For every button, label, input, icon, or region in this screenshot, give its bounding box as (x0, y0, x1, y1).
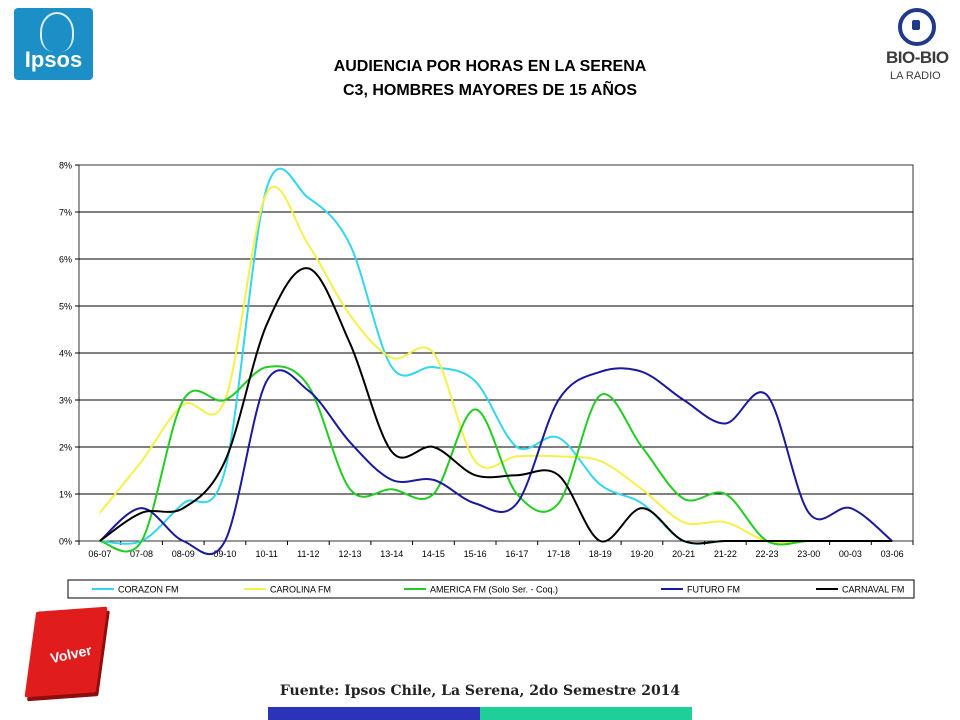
y-tick-label: 2% (59, 443, 72, 453)
ipsos-logo-text: Ipsos (24, 47, 83, 72)
series-line-futuro-fm (99, 367, 893, 556)
x-tick-label: 10-11 (255, 549, 277, 559)
y-tick-label: 0% (59, 537, 72, 547)
source-note: Fuente: Ipsos Chile, La Serena, 2do Seme… (279, 683, 681, 699)
biobio-logo-subtext: LA RADIO (890, 70, 941, 82)
x-tick-label: 00-03 (839, 549, 862, 559)
x-tick-label: 08-09 (172, 549, 195, 559)
legend-label: AMERICA FM (Solo Ser. - Coq.) (430, 585, 558, 595)
x-tick-label: 20-21 (672, 549, 695, 559)
series-line-america-fm-solo-ser-coq (99, 365, 893, 553)
biobio-logo: BIO-BIO LA RADIO (880, 6, 954, 98)
legend-label: CORAZON FM (118, 585, 179, 595)
volver-button[interactable]: Volver (22, 606, 114, 702)
y-tick-label: 6% (59, 255, 72, 265)
x-tick-label: 11-12 (297, 549, 319, 559)
ipsos-logo: Ipsos (14, 8, 93, 80)
x-tick-label: 09-10 (213, 549, 236, 559)
x-tick-label: 14-15 (422, 549, 445, 559)
x-tick-label: 23-00 (797, 549, 820, 559)
chart-title-line1: AUDIENCIA POR HORAS EN LA SERENA (333, 58, 647, 75)
series-line-carnaval-fm (99, 267, 893, 545)
footer-bar-blue (268, 707, 480, 720)
y-tick-label: 4% (59, 349, 72, 359)
profile-head-icon (40, 12, 74, 52)
x-tick-label: 15-16 (464, 549, 487, 559)
x-tick-label: 17-18 (547, 549, 570, 559)
x-tick-label: 19-20 (630, 549, 653, 559)
y-tick-label: 3% (59, 396, 72, 406)
x-tick-label: 18-19 (589, 549, 612, 559)
y-tick-label: 5% (59, 302, 72, 312)
legend-label: CAROLINA FM (270, 585, 331, 595)
legend-label: FUTURO FM (687, 585, 740, 595)
footer-bar-green (480, 707, 692, 720)
biobio-logo-text: BIO-BIO (886, 48, 949, 67)
x-tick-label: 06-07 (88, 549, 111, 559)
y-tick-label: 1% (59, 490, 72, 500)
y-tick-label: 8% (59, 161, 72, 171)
chart-title-line2: C3, HOMBRES MAYORES DE 15 AÑOS (343, 82, 637, 99)
x-tick-label: 22-23 (756, 549, 779, 559)
biobio-emblem-icon (898, 8, 936, 46)
x-tick-label: 21-22 (714, 549, 737, 559)
legend-box (67, 579, 915, 599)
x-tick-label: 03-06 (881, 549, 904, 559)
x-tick-label: 12-13 (339, 549, 362, 559)
x-tick-label: 16-17 (505, 549, 528, 559)
legend-label: CARNAVAL FM (842, 585, 904, 595)
x-tick-label: 07-08 (130, 549, 153, 559)
y-tick-label: 7% (59, 208, 72, 218)
x-tick-label: 13-14 (380, 549, 403, 559)
